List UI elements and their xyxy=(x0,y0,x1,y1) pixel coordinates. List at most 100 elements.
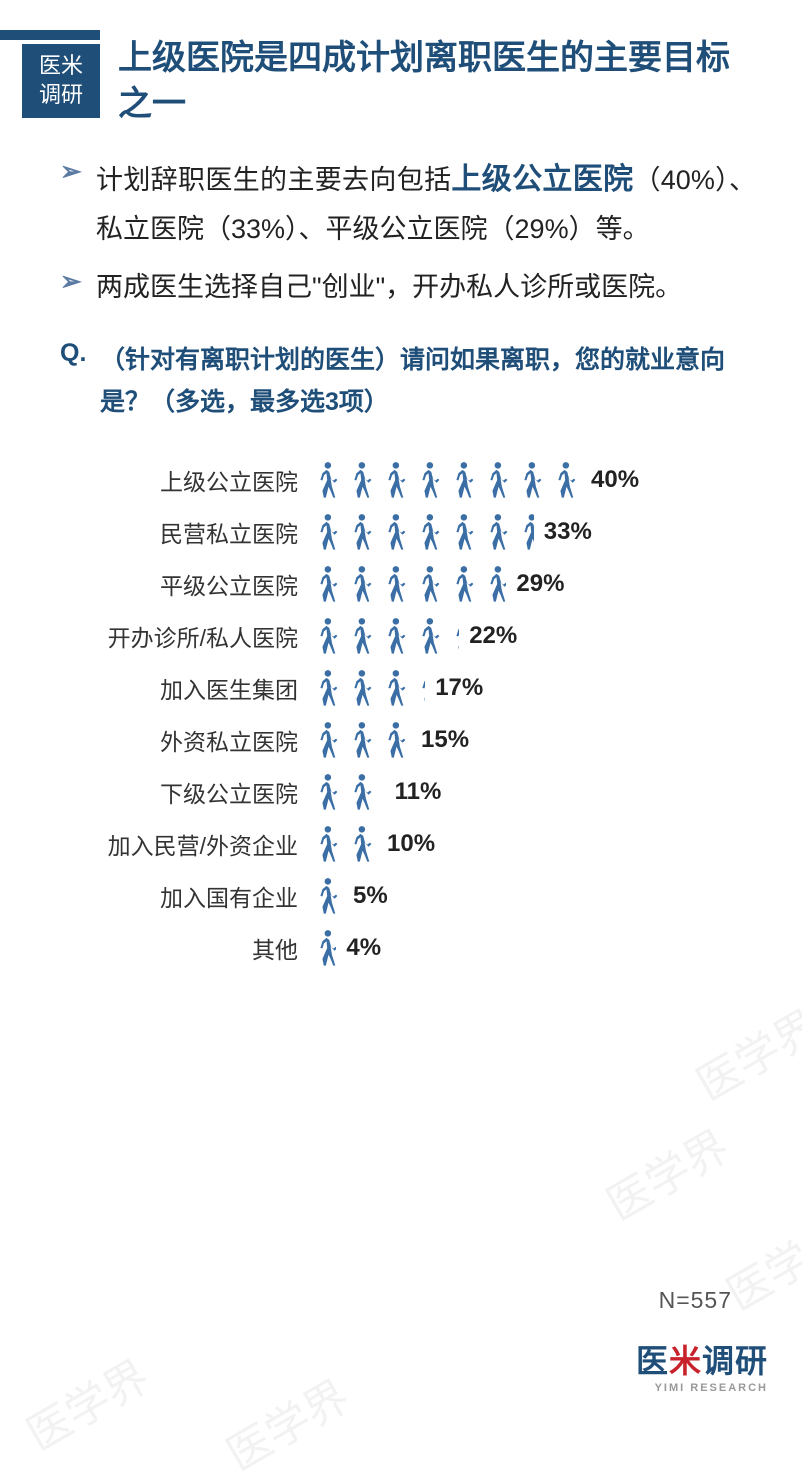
bullet-item: ➢ 计划辞职医生的主要去向包括上级公立医院（40%）、私立医院（33%）、平级公… xyxy=(60,154,756,254)
chart-row-label: 加入民营/外资企业 xyxy=(60,827,310,861)
chart-row-value: 33% xyxy=(544,518,592,546)
person-icon xyxy=(310,617,343,655)
pictogram-group xyxy=(310,773,385,811)
chart-row-value: 17% xyxy=(435,674,483,702)
person-icon xyxy=(378,721,411,759)
pictogram-group xyxy=(310,825,377,863)
person-icon xyxy=(480,513,513,551)
badge-line-1: 医米 xyxy=(39,52,83,81)
chart-row: 下级公立医院 11% xyxy=(60,766,756,818)
person-icon xyxy=(548,461,581,499)
person-icon xyxy=(310,461,343,499)
person-icon xyxy=(480,565,506,603)
chart-row-value: 15% xyxy=(421,726,469,754)
pictogram-group xyxy=(310,721,411,759)
footer-logo-en: YIMI RESEARCH xyxy=(636,1382,768,1394)
page-title: 上级医院是四成计划离职医生的主要目标之一 xyxy=(100,30,762,128)
person-icon xyxy=(480,461,513,499)
chart-row: 平级公立医院 29% xyxy=(60,558,756,610)
highlight-text: 上级公立医院 xyxy=(451,163,633,196)
pictogram-group xyxy=(310,461,581,499)
question-marker: Q. xyxy=(60,339,100,424)
content-body: ➢ 计划辞职医生的主要去向包括上级公立医院（40%）、私立医院（33%）、平级公… xyxy=(0,128,802,974)
person-icon xyxy=(446,617,459,655)
chart-row: 上级公立医院 40% xyxy=(60,454,756,506)
chevron-right-icon: ➢ xyxy=(60,264,96,311)
chart-row-value: 11% xyxy=(395,778,442,806)
badge-line-2: 调研 xyxy=(39,81,83,110)
pictogram-group xyxy=(310,669,425,707)
person-icon xyxy=(446,513,479,551)
person-icon xyxy=(310,825,343,863)
person-icon xyxy=(310,721,343,759)
person-icon xyxy=(378,461,411,499)
chevron-right-icon: ➢ xyxy=(60,154,96,254)
chart-row-value: 4% xyxy=(346,934,381,962)
person-icon xyxy=(412,617,445,655)
header-accent-bar xyxy=(0,30,100,40)
person-icon xyxy=(310,877,343,915)
bullet-text: 两成医生选择自己"创业"，开办私人诊所或医院。 xyxy=(96,264,756,311)
person-icon xyxy=(310,565,343,603)
person-icon xyxy=(378,669,411,707)
chart-row-label: 外资私立医院 xyxy=(60,723,310,757)
watermark: 医学界 xyxy=(213,1361,359,1482)
person-icon xyxy=(344,513,377,551)
pictogram-group xyxy=(310,929,336,967)
person-icon xyxy=(344,565,377,603)
person-icon xyxy=(344,669,377,707)
chart-row-value: 40% xyxy=(591,466,639,494)
pictogram-chart: 上级公立医院 40% 民营私立医院 xyxy=(60,454,756,974)
person-icon xyxy=(446,461,479,499)
chart-row-value: 5% xyxy=(353,882,388,910)
chart-row: 加入医生集团 17% xyxy=(60,662,756,714)
person-icon xyxy=(412,461,445,499)
person-icon xyxy=(514,461,547,499)
bullet-text: 计划辞职医生的主要去向包括上级公立医院（40%）、私立医院（33%）、平级公立医… xyxy=(96,154,756,254)
person-icon xyxy=(412,669,425,707)
person-icon xyxy=(310,669,343,707)
chart-row-label: 开办诊所/私人医院 xyxy=(60,619,310,653)
bullet-item: ➢ 两成医生选择自己"创业"，开办私人诊所或医院。 xyxy=(60,264,756,311)
question-text: （针对有离职计划的医生）请问如果离职，您的就业意向是？（多选，最多选3项） xyxy=(100,339,756,424)
chart-row-label: 下级公立医院 xyxy=(60,775,310,809)
sample-size: N=557 xyxy=(659,1287,732,1314)
watermark: 医学界 xyxy=(593,1111,739,1232)
chart-row-value: 10% xyxy=(387,830,435,858)
chart-row-label: 民营私立医院 xyxy=(60,515,310,549)
person-icon xyxy=(344,721,377,759)
survey-question: Q. （针对有离职计划的医生）请问如果离职，您的就业意向是？（多选，最多选3项） xyxy=(60,339,756,424)
person-icon xyxy=(412,513,445,551)
person-icon xyxy=(344,773,377,811)
chart-row: 加入国有企业 5% xyxy=(60,870,756,922)
person-icon xyxy=(378,565,411,603)
person-icon xyxy=(514,513,534,551)
chart-row: 外资私立医院 15% xyxy=(60,714,756,766)
chart-row-label: 上级公立医院 xyxy=(60,463,310,497)
person-icon xyxy=(378,513,411,551)
chart-row-label: 其他 xyxy=(60,931,310,965)
person-icon xyxy=(344,461,377,499)
chart-row: 民营私立医院 33% xyxy=(60,506,756,558)
chart-row-value: 29% xyxy=(516,570,564,598)
chart-row-value: 22% xyxy=(469,622,517,650)
chart-row-label: 加入国有企业 xyxy=(60,879,310,913)
person-icon xyxy=(310,929,336,967)
person-icon xyxy=(344,617,377,655)
badge-wrap: 医米 调研 xyxy=(0,30,100,118)
header: 医米 调研 上级医院是四成计划离职医生的主要目标之一 xyxy=(0,0,802,128)
pictogram-group xyxy=(310,513,534,551)
footer-logo-cn: 医米调研 xyxy=(636,1336,768,1382)
chart-row-label: 平级公立医院 xyxy=(60,567,310,601)
person-icon xyxy=(446,565,479,603)
watermark: 医学界 xyxy=(13,1341,159,1462)
person-icon xyxy=(378,773,385,811)
person-icon xyxy=(310,513,343,551)
footer-logo: 医米调研 YIMI RESEARCH xyxy=(636,1336,768,1394)
chart-row: 加入民营/外资企业 10% xyxy=(60,818,756,870)
person-icon xyxy=(412,565,445,603)
chart-row: 其他 4% xyxy=(60,922,756,974)
pictogram-group xyxy=(310,877,343,915)
watermark: 医学界 xyxy=(683,991,802,1112)
pictogram-group xyxy=(310,565,506,603)
